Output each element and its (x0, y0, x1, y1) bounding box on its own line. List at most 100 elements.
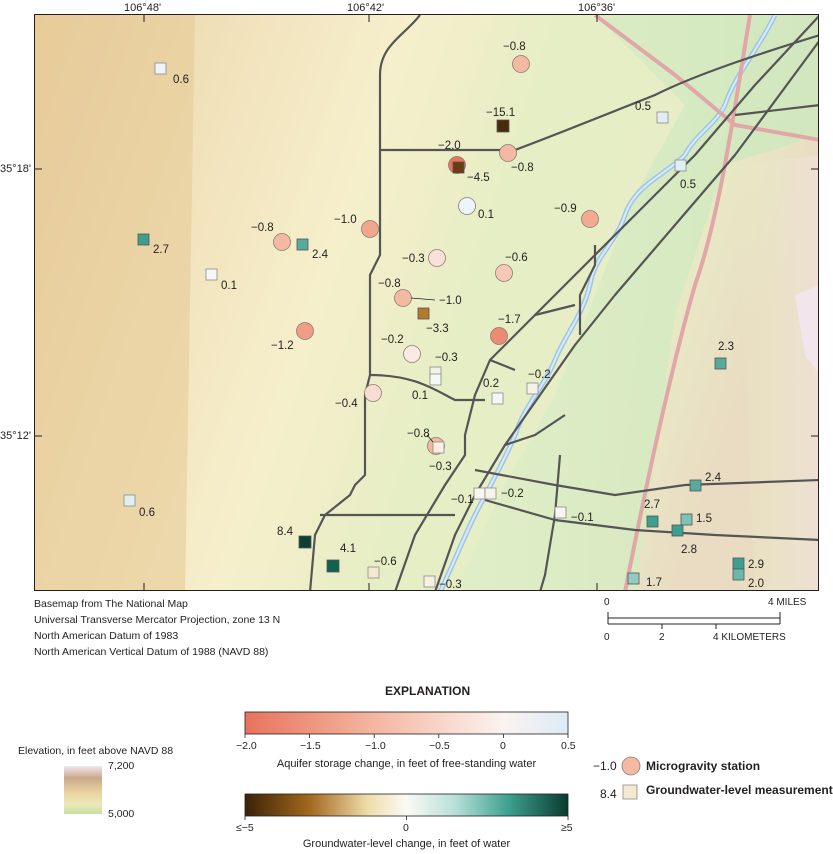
groundwater-well[interactable] (656, 111, 669, 124)
microgravity-station[interactable] (499, 144, 517, 162)
aquifer-tick: −1.5 (300, 740, 321, 752)
well-label: 0.6 (173, 74, 189, 86)
elevation-title: Elevation, in feet above NAVD 88 (18, 745, 174, 757)
microgravity-station[interactable] (428, 249, 446, 267)
microgravity-station[interactable] (581, 210, 599, 228)
aquifer-tick: −0.5 (429, 740, 450, 752)
groundwater-well[interactable] (496, 119, 510, 133)
well-label: −0.1 (451, 494, 474, 506)
elevation-max-label: 7,200 (108, 760, 135, 772)
groundwater-well[interactable] (689, 479, 702, 492)
well-label: 2.9 (748, 559, 764, 571)
groundwater-tick: 0 (403, 822, 409, 834)
microgravity-station[interactable] (458, 197, 476, 215)
well-label: 0.6 (139, 507, 155, 519)
groundwater-well[interactable] (484, 487, 497, 500)
microgravity-station[interactable] (361, 220, 379, 238)
groundwater-well[interactable] (326, 559, 340, 573)
aquifer-tick: 0 (500, 740, 506, 752)
well-label: 4.1 (340, 543, 356, 555)
groundwater-well[interactable] (154, 62, 167, 75)
well-label: 1.5 (696, 513, 712, 525)
groundwater-well[interactable] (732, 568, 745, 581)
microgravity-station[interactable] (364, 384, 382, 402)
groundwater-well[interactable] (296, 238, 309, 251)
longitude-tick-label: 106°48' (124, 2, 162, 14)
groundwater-legend-value: 8.4 (600, 787, 617, 801)
groundwater-well[interactable] (646, 515, 659, 528)
well-label: 2.7 (153, 244, 169, 256)
projection-credit: Universal Transverse Mercator Projection… (34, 614, 281, 626)
station-label: −0.3 (402, 253, 425, 265)
groundwater-labels: 0.6 −15.1 0.5 0.5 −4.5 2.7 2.4 0.1 −3.3 … (139, 74, 764, 590)
groundwater-well[interactable] (680, 513, 693, 526)
aquifer-caption: Aquifer storage change, in feet of free-… (276, 758, 537, 770)
groundwater-well[interactable] (429, 373, 442, 386)
longitude-tick-label: 106°36' (578, 2, 616, 14)
well-label: −4.5 (467, 172, 490, 184)
groundwater-well[interactable] (432, 441, 445, 454)
station-label: −0.8 (251, 222, 274, 234)
well-label: 2.0 (748, 578, 764, 590)
microgravity-legend-symbol (621, 756, 641, 776)
groundwater-tick: ≥5 (561, 822, 573, 834)
groundwater-well[interactable] (423, 575, 436, 588)
elevation-min-label: 5,000 (108, 808, 135, 820)
groundwater-well[interactable] (298, 535, 312, 549)
well-label: −0.2 (501, 488, 524, 500)
groundwater-caption: Groundwater-level change, in feet of wat… (302, 838, 511, 850)
groundwater-well[interactable] (526, 382, 539, 395)
groundwater-well[interactable] (417, 307, 430, 320)
longitude-tick-label: 106°42' (347, 2, 385, 14)
legend-scales (64, 711, 641, 820)
well-label: 8.4 (277, 526, 294, 538)
datum-credit: North American Datum of 1983 (34, 630, 179, 642)
groundwater-well[interactable] (671, 524, 684, 537)
station-label: −1.0 (439, 295, 462, 307)
aquifer-colorbar (244, 711, 569, 735)
groundwater-well[interactable] (627, 572, 640, 585)
aquifer-tick: 0.5 (561, 740, 576, 752)
groundwater-well[interactable] (491, 392, 504, 405)
microgravity-station[interactable] (296, 322, 314, 340)
explanation-title: EXPLANATION (385, 684, 471, 698)
station-label: 0.1 (478, 209, 494, 221)
groundwater-well[interactable] (123, 494, 136, 507)
station-label: −0.6 (505, 252, 528, 264)
latitude-tick-label: 35°12' (0, 430, 31, 442)
groundwater-well[interactable] (367, 566, 380, 579)
microgravity-station[interactable] (403, 345, 421, 363)
microgravity-legend-value: −1.0 (593, 759, 617, 773)
microgravity-station[interactable] (495, 264, 513, 282)
scale-bar (607, 612, 781, 629)
microgravity-station[interactable] (490, 327, 508, 345)
well-label: 0.1 (221, 280, 237, 292)
aquifer-tick: −1.0 (365, 740, 386, 752)
basemap-credit: Basemap from The National Map (34, 598, 188, 610)
groundwater-well[interactable] (137, 233, 150, 246)
west-mesa-shade (35, 15, 195, 590)
elevation-colorbar (64, 766, 102, 814)
microgravity-legend-label: Microgravity station (646, 759, 761, 773)
microgravity-station[interactable] (512, 55, 530, 73)
microgravity-station[interactable] (273, 233, 291, 251)
groundwater-well[interactable] (452, 161, 465, 174)
station-label: −1.0 (334, 214, 357, 226)
well-label: 1.7 (646, 577, 662, 589)
well-label: 2.8 (681, 544, 697, 556)
well-label: −15.1 (486, 107, 515, 119)
interstate-40 (593, 15, 818, 142)
groundwater-well[interactable] (674, 159, 687, 172)
well-label: 0.1 (412, 390, 428, 402)
groundwater-well[interactable] (554, 506, 567, 519)
groundwater-well-group (123, 62, 745, 588)
station-label: −0.8 (511, 162, 534, 174)
station-label: −0.2 (381, 334, 404, 346)
well-label: −0.1 (571, 512, 594, 524)
label-leader-lines (410, 297, 436, 443)
groundwater-well[interactable] (205, 268, 218, 281)
groundwater-tick: ≤−5 (236, 822, 254, 834)
groundwater-well[interactable] (714, 357, 727, 370)
roads (309, 15, 818, 590)
